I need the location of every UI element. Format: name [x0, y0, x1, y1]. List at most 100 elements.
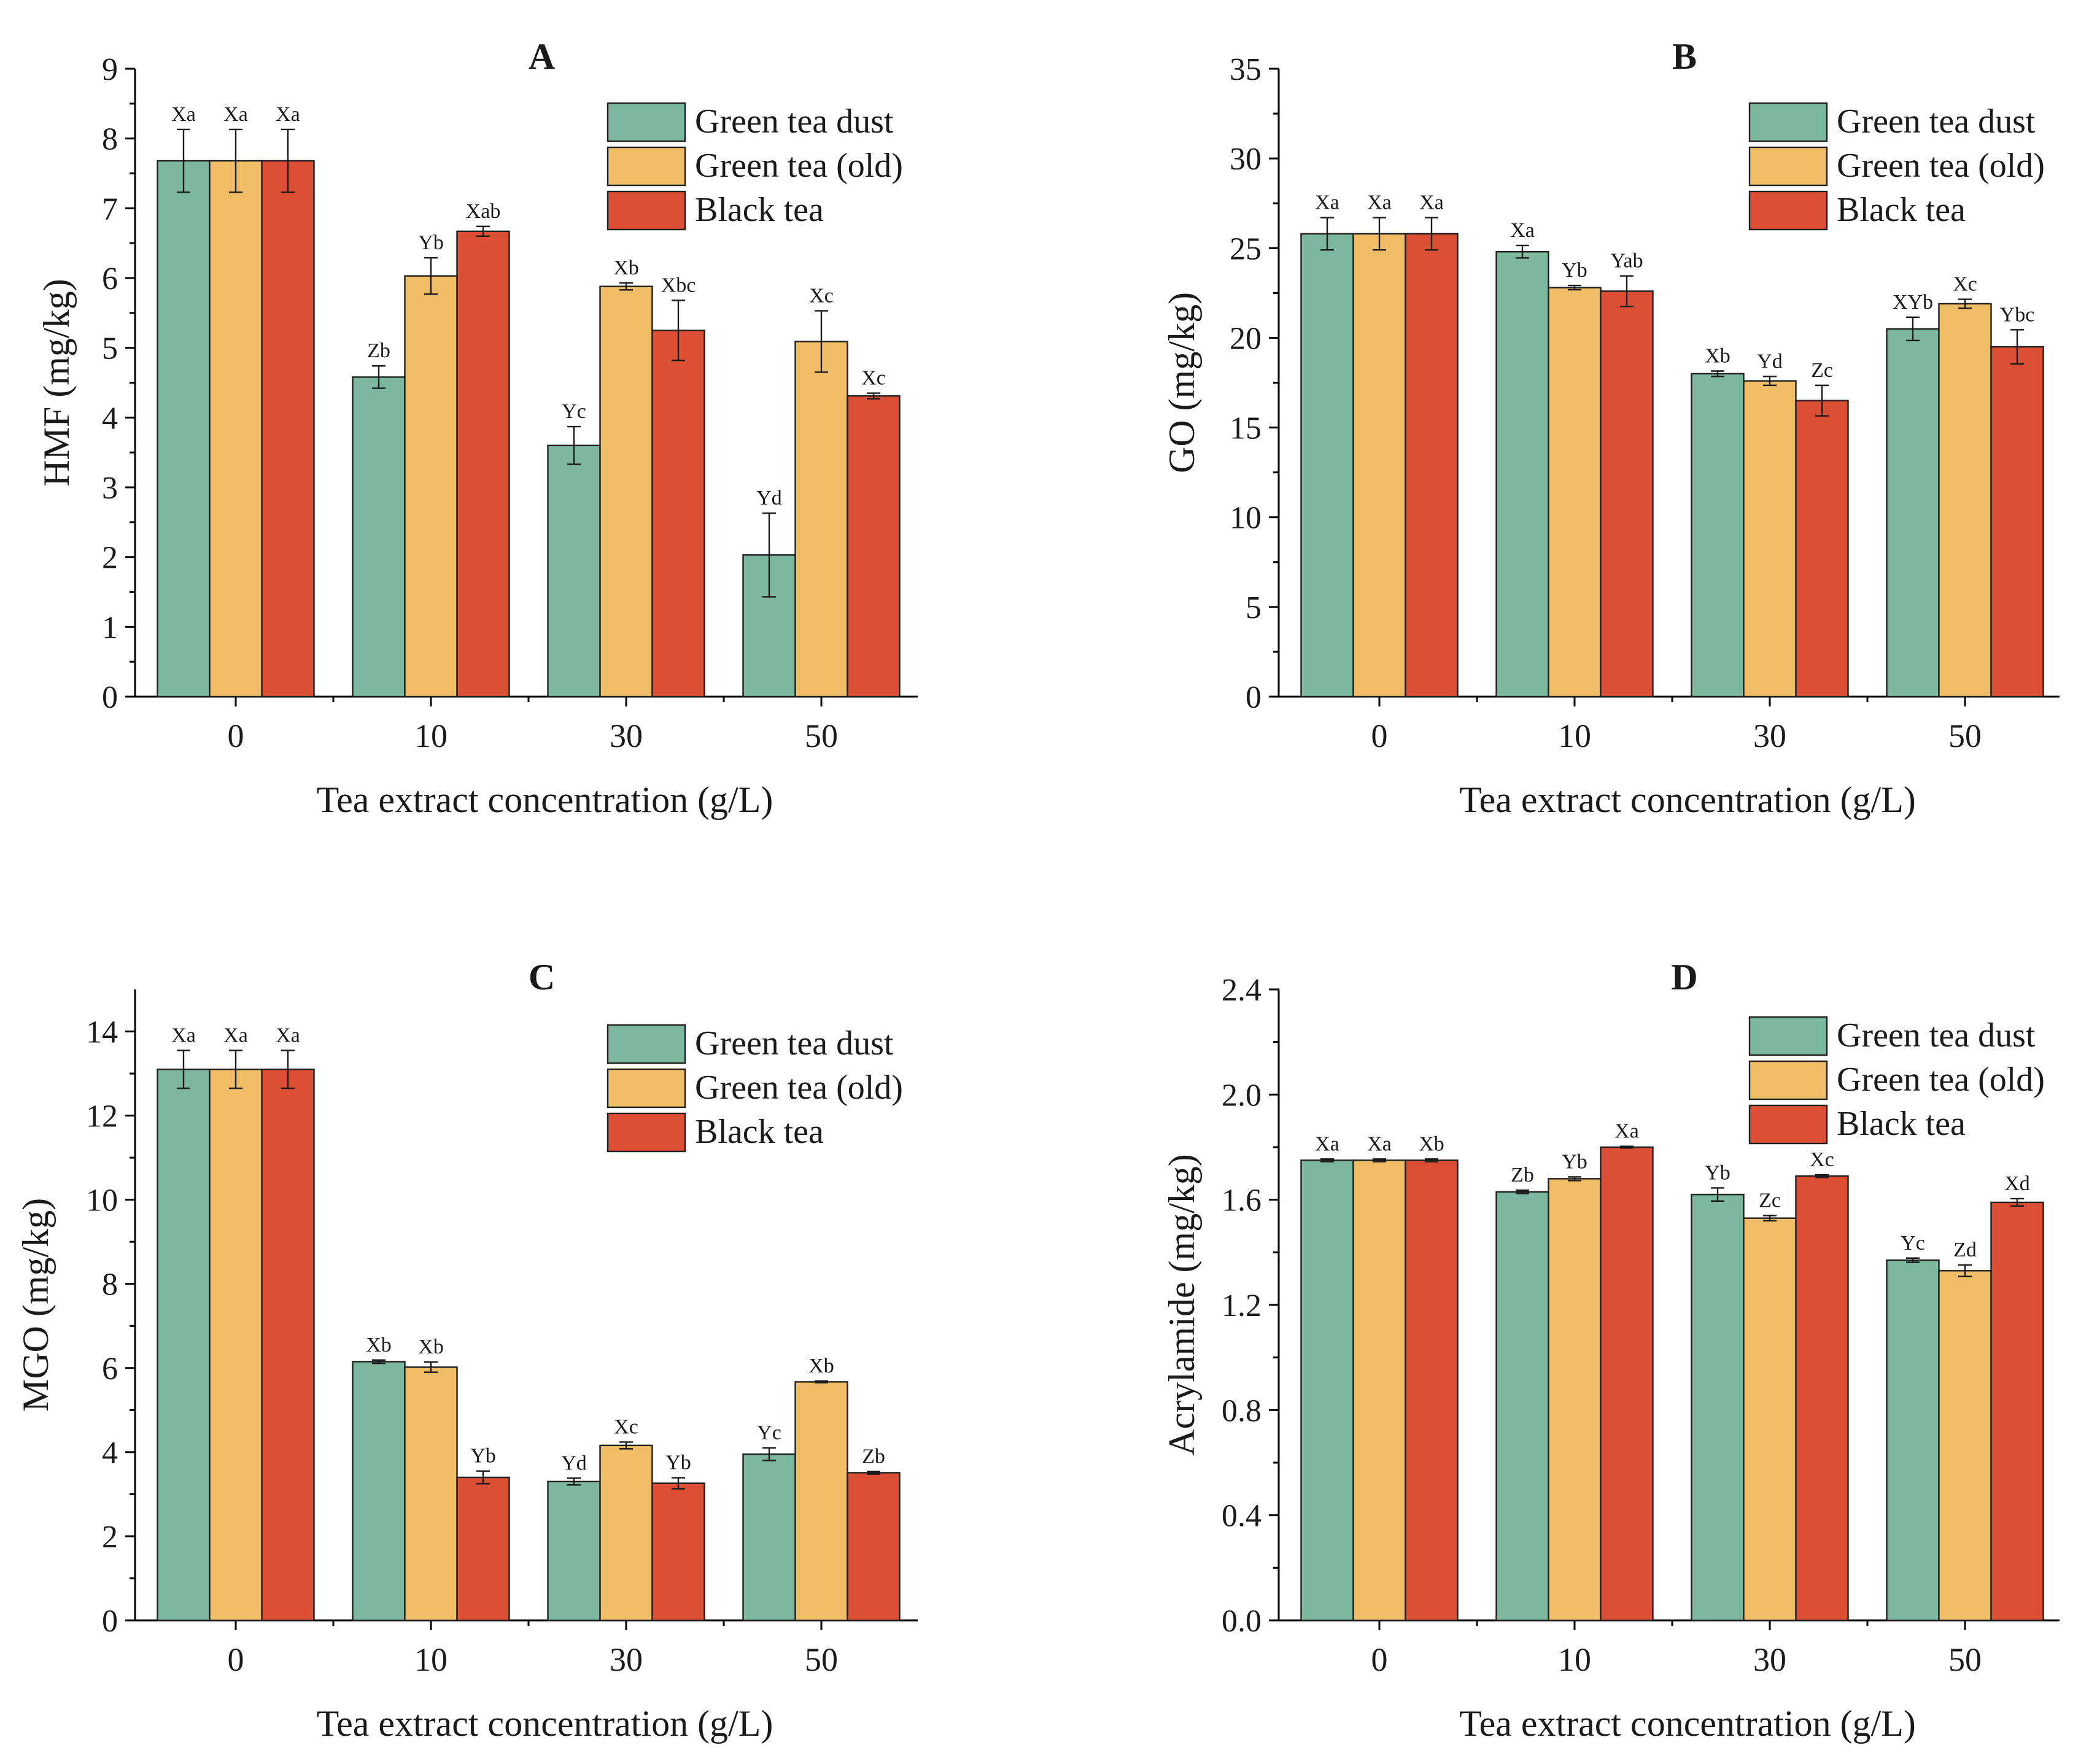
significance-letter: Xb: [1419, 1132, 1444, 1155]
significance-letter: Yab: [1610, 250, 1643, 273]
bar: [1352, 1159, 1406, 1622]
y-tick-label: 0.0: [1222, 1604, 1262, 1639]
significance-letter: Zc: [1811, 359, 1833, 382]
bar: [1990, 1201, 2044, 1622]
y-tick-label: 6: [102, 261, 118, 296]
significance-letter: Xa: [171, 103, 196, 126]
panel-letter: B: [1672, 36, 1697, 77]
bar: [1405, 1159, 1459, 1622]
panel-letter: D: [1671, 957, 1697, 997]
significance-letter: Xc: [809, 284, 834, 307]
bar: [794, 1381, 848, 1622]
y-tick-label: 7: [102, 191, 118, 226]
bar: [352, 376, 406, 698]
legend-label: Black tea: [695, 1113, 824, 1151]
legend-swatch: [607, 1068, 686, 1108]
panel-c: 0 2 4 6 8 10 12 14 0 10 30 50 Xa Xb Yd Yc Xa Xb Xc Xb Xa Yb Yb…: [15, 957, 918, 1744]
legend-swatch: [607, 1112, 686, 1153]
x-tick-label: 30: [610, 1641, 643, 1678]
bar: [209, 1069, 263, 1622]
x-axis-title: Tea extract concentration (g/L): [317, 1703, 773, 1744]
x-tick-label: 10: [1558, 718, 1591, 754]
bar: [1495, 250, 1549, 698]
significance-letter: Xa: [223, 1024, 248, 1046]
legend-swatch: [1748, 1104, 1828, 1145]
bar: [794, 341, 848, 698]
bar: [157, 1069, 211, 1622]
x-tick-label: 30: [610, 718, 643, 754]
x-tick-label: 0: [1371, 718, 1388, 754]
panel-letter: A: [529, 36, 555, 77]
y-tick-label: 8: [102, 122, 118, 157]
significance-letter: Xa: [1419, 191, 1444, 214]
y-tick-label: 1: [102, 610, 118, 645]
significance-letter: Zb: [1511, 1164, 1534, 1186]
bar: [547, 444, 601, 698]
bar: [1990, 346, 2044, 698]
legend-label: Green tea (old): [695, 147, 903, 185]
bar: [1938, 303, 1992, 698]
y-tick-label: 4: [102, 401, 118, 436]
significance-letter: Xa: [1367, 1132, 1392, 1155]
y-tick-label: 25: [1230, 231, 1262, 266]
x-tick-label: 30: [1753, 718, 1786, 754]
significance-letter: Zb: [862, 1445, 885, 1468]
legend-label: Green tea dust: [1837, 1016, 2036, 1054]
x-axis-title: Tea extract concentration (g/L): [317, 779, 773, 820]
panel-a: 0 1 2 3 4 5 6 7 8 9 0 10 30 50 Xa Zb Yc Yd Xa Yb Xb Xc Xa Xab Xb…: [36, 36, 918, 820]
y-tick-label: 0: [102, 680, 118, 715]
legend-swatch: [607, 190, 686, 231]
bar: [404, 1366, 458, 1622]
y-tick-label: 8: [102, 1267, 118, 1302]
significance-letter: Xa: [1510, 219, 1535, 242]
legend-swatch: [1748, 1060, 1828, 1101]
bar: [651, 1482, 705, 1622]
significance-letter: Xab: [466, 200, 501, 223]
significance-letter: Xa: [1315, 1132, 1339, 1155]
legend-label: Green tea (old): [1837, 1061, 2045, 1099]
y-axis-title: GO (mg/kg): [1161, 292, 1202, 473]
y-axis-title: Acrylamide (mg/kg): [1161, 1154, 1202, 1456]
significance-letter: Xc: [1810, 1148, 1834, 1171]
bar: [1691, 373, 1745, 698]
x-axis-title: Tea extract concentration (g/L): [1459, 779, 1916, 820]
significance-letter: Xc: [614, 1415, 638, 1438]
bar: [1495, 1191, 1549, 1622]
y-tick-label: 14: [86, 1015, 118, 1050]
bar: [651, 330, 705, 698]
bar: [404, 275, 458, 698]
legend-swatch: [607, 146, 686, 187]
bar: [456, 1476, 510, 1622]
y-tick-label: 0.4: [1222, 1499, 1262, 1534]
legend-label: Black tea: [695, 191, 824, 229]
significance-letter: Xa: [1367, 191, 1392, 214]
y-tick-label: 5: [102, 331, 118, 366]
significance-letter: Zb: [367, 339, 390, 362]
x-tick-label: 30: [1753, 1641, 1786, 1678]
y-tick-label: 12: [86, 1099, 118, 1134]
significance-letter: Yc: [757, 1422, 781, 1444]
bar: [1795, 400, 1849, 698]
bar: [1600, 290, 1654, 698]
bar: [1886, 328, 1940, 698]
significance-letter: Xc: [1953, 273, 1977, 296]
y-tick-label: 4: [102, 1436, 118, 1471]
significance-letter: Yb: [665, 1452, 691, 1474]
x-tick-label: 50: [1948, 718, 1982, 754]
bar: [261, 1069, 315, 1622]
significance-letter: Xa: [276, 1024, 300, 1046]
bar: [847, 1472, 901, 1622]
y-tick-label: 2: [102, 541, 118, 576]
bar: [261, 160, 315, 698]
significance-letter: Xbc: [661, 274, 696, 296]
legend-label: Green tea (old): [695, 1069, 903, 1107]
significance-letter: Xa: [276, 103, 300, 126]
x-tick-label: 0: [1371, 1641, 1388, 1678]
y-axis-title: HMF (mg/kg): [36, 279, 77, 486]
bar: [1300, 233, 1354, 698]
bar: [599, 285, 653, 698]
y-tick-label: 5: [1246, 590, 1262, 625]
legend-swatch: [1748, 190, 1828, 231]
significance-letter: Xb: [808, 1355, 834, 1377]
